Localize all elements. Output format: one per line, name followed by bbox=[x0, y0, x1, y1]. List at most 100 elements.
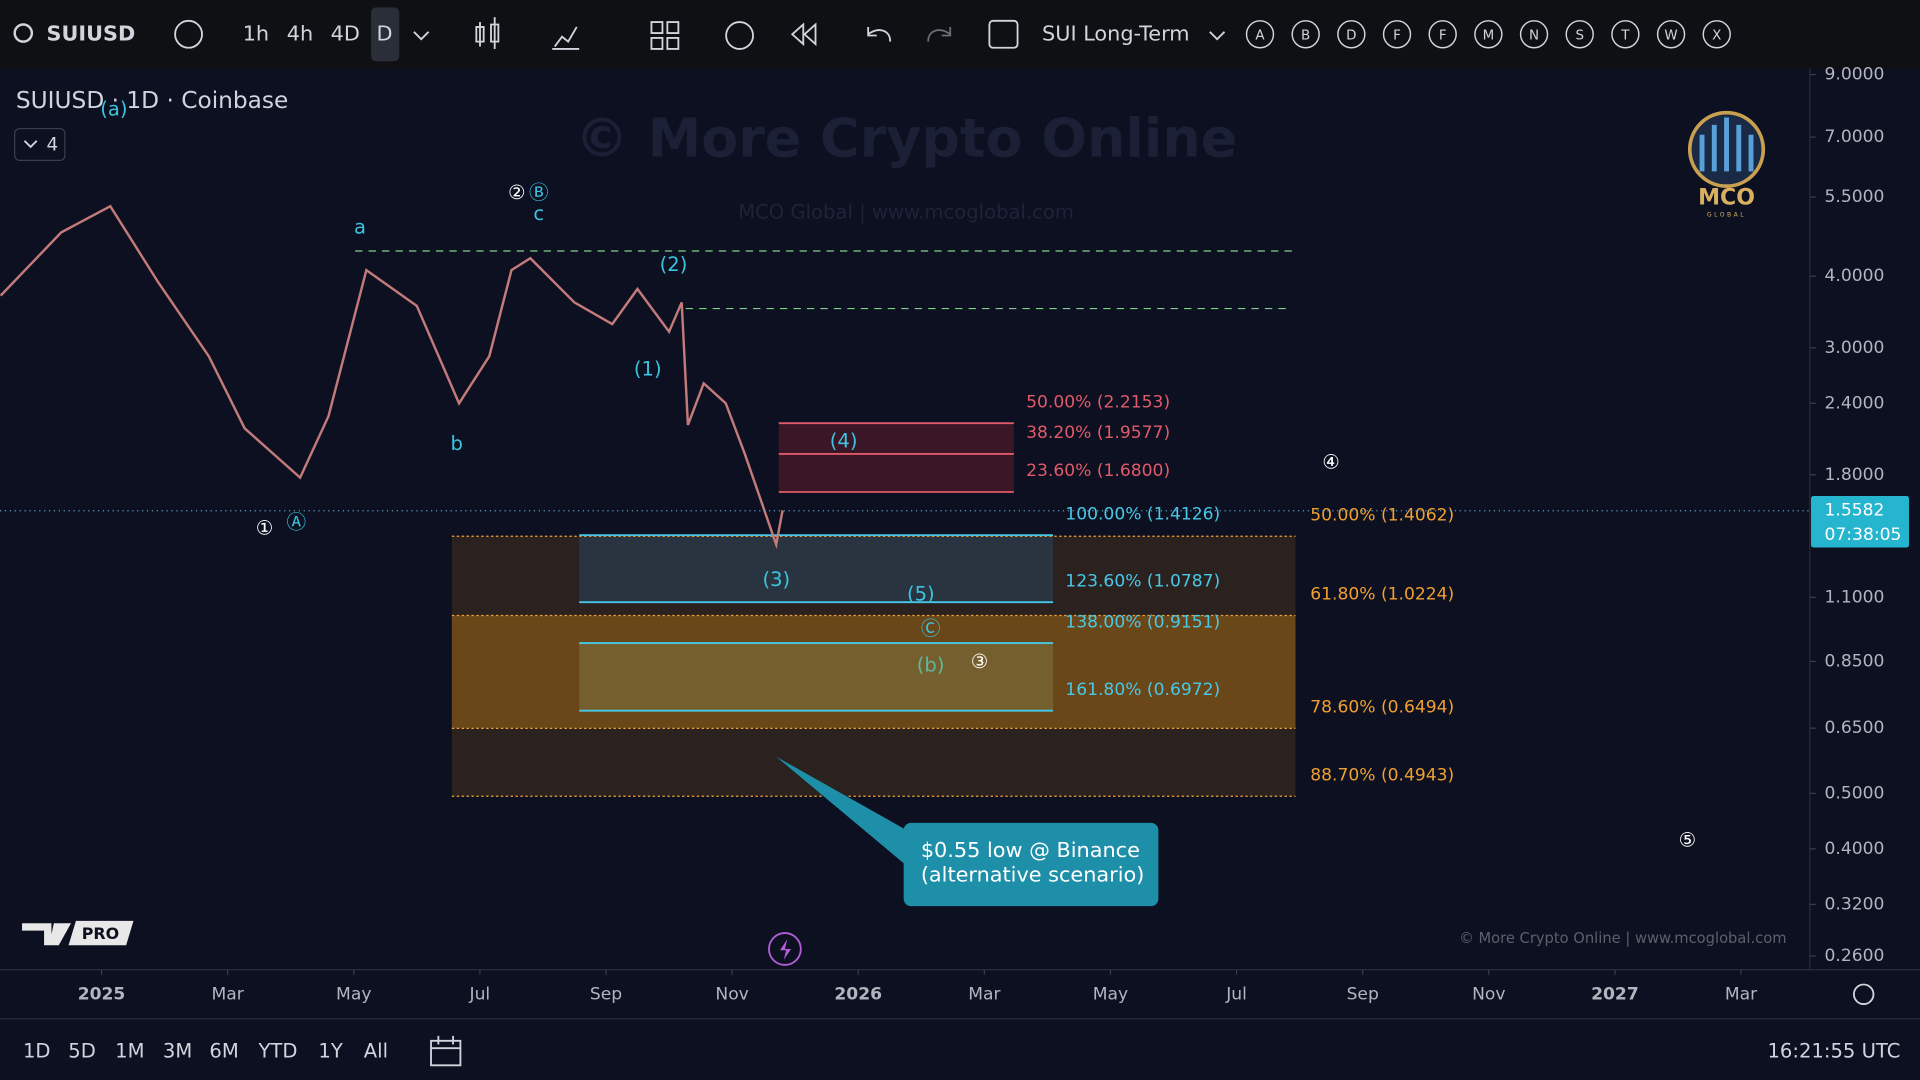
drawing-letter: M bbox=[1483, 29, 1495, 44]
range-button[interactable]: 1D bbox=[23, 1039, 51, 1062]
y-tick-label: 4.0000 bbox=[1824, 266, 1884, 286]
wave-label: a bbox=[354, 215, 366, 238]
callout-pointer bbox=[776, 756, 912, 870]
price-line bbox=[0, 204, 784, 550]
countdown: 07:38:05 bbox=[1824, 525, 1901, 545]
fib-label: 23.60% (1.6800) bbox=[1026, 461, 1170, 481]
credit: © More Crypto Online | www.mcoglobal.com bbox=[1459, 930, 1786, 947]
range-button[interactable]: All bbox=[364, 1039, 388, 1062]
interval[interactable]: D bbox=[376, 21, 392, 45]
y-tick-label: 7.0000 bbox=[1824, 127, 1884, 147]
price-tag-label: 1.5582 bbox=[1824, 501, 1884, 521]
range-button[interactable]: 5D bbox=[68, 1039, 96, 1062]
interval[interactable]: 4D bbox=[331, 21, 360, 45]
date-range[interactable] bbox=[430, 1035, 462, 1067]
x-tick-label: Jul bbox=[1225, 984, 1247, 1004]
x-tick-label: Mar bbox=[211, 984, 244, 1004]
collapse-icon bbox=[23, 140, 38, 149]
drawing-button[interactable] bbox=[1291, 20, 1320, 49]
indicators[interactable] bbox=[552, 26, 580, 50]
range-button[interactable]: YTD bbox=[257, 1039, 297, 1062]
clock: 16:21:55 UTC bbox=[1767, 1039, 1900, 1062]
fib-label: 61.80% (1.0224) bbox=[1310, 585, 1454, 605]
undo[interactable] bbox=[867, 26, 892, 42]
add-symbol[interactable] bbox=[174, 19, 203, 49]
interval[interactable]: 1h bbox=[243, 21, 269, 45]
drawing-button[interactable] bbox=[1656, 20, 1686, 49]
x-tick-label: 2026 bbox=[834, 984, 882, 1004]
settings[interactable] bbox=[1852, 983, 1875, 1005]
fib-label: 50.00% (1.4062) bbox=[1310, 505, 1454, 525]
layout-dropdown[interactable] bbox=[1209, 31, 1226, 41]
fib-label: 38.20% (1.9577) bbox=[1026, 423, 1170, 443]
drawing-button[interactable] bbox=[1702, 20, 1731, 49]
y-tick-label: 3.0000 bbox=[1824, 338, 1884, 358]
fib-label: 138.00% (0.9151) bbox=[1065, 612, 1220, 632]
wave-label: (a) bbox=[100, 98, 127, 121]
chart-type[interactable] bbox=[475, 17, 500, 49]
wave-label: Ⓑ bbox=[529, 181, 549, 204]
callout-text: $0.55 low @ Binance bbox=[921, 838, 1140, 862]
x-tick-label: Jul bbox=[469, 984, 491, 1004]
drawing-letter: S bbox=[1575, 29, 1584, 44]
interval-dropdown[interactable] bbox=[413, 31, 430, 41]
drawing-button[interactable] bbox=[1519, 20, 1549, 49]
event-icon bbox=[780, 939, 792, 960]
range-button[interactable]: 1Y bbox=[318, 1039, 342, 1062]
chart-title: SUIUSD · 1D · Coinbase bbox=[16, 87, 288, 114]
y-tick-label: 0.2600 bbox=[1824, 946, 1884, 966]
wave-label: (2) bbox=[660, 253, 688, 276]
drawing-button[interactable] bbox=[1474, 20, 1503, 49]
orange-zone bbox=[451, 615, 1296, 729]
drawing-letter: X bbox=[1712, 29, 1721, 44]
drawing-button[interactable] bbox=[1565, 20, 1594, 49]
drawing-button[interactable] bbox=[1245, 20, 1275, 49]
fib-label: 123.60% (1.0787) bbox=[1065, 571, 1220, 591]
collapsed-count: 4 bbox=[47, 135, 59, 156]
tv-logo bbox=[22, 923, 72, 946]
wave-label: (4) bbox=[830, 430, 858, 453]
drawing-button[interactable] bbox=[1428, 20, 1457, 49]
watermark-sub: MCO Global | www.mcoglobal.com bbox=[738, 201, 1074, 224]
search-icon[interactable] bbox=[13, 23, 34, 43]
event-marker[interactable] bbox=[768, 932, 802, 966]
drawing-letter: D bbox=[1346, 29, 1356, 44]
y-tick-label: 2.4000 bbox=[1824, 393, 1884, 413]
range-button[interactable]: 1M bbox=[115, 1039, 144, 1062]
drawing-letter: B bbox=[1301, 29, 1310, 44]
symbol[interactable]: SUIUSD bbox=[47, 21, 136, 45]
drawing-button[interactable] bbox=[1337, 20, 1366, 49]
y-tick-label: 5.5000 bbox=[1824, 187, 1884, 207]
redo[interactable] bbox=[927, 26, 952, 42]
fib-label: 78.60% (0.6494) bbox=[1310, 698, 1454, 718]
layout-checkbox[interactable] bbox=[988, 19, 1019, 49]
callout bbox=[903, 822, 1159, 907]
pro-text: PRO bbox=[82, 924, 119, 943]
x-tick-label: Sep bbox=[1347, 984, 1379, 1004]
drawing-letter: A bbox=[1255, 29, 1265, 44]
wave-label: (b) bbox=[917, 654, 945, 677]
alert[interactable] bbox=[725, 21, 754, 50]
y-tick-label: 0.4000 bbox=[1824, 839, 1884, 859]
wave-label: Ⓐ bbox=[287, 510, 307, 533]
layouts[interactable] bbox=[650, 21, 680, 50]
y-tick-label: 0.6500 bbox=[1824, 718, 1884, 738]
range-button[interactable]: 3M bbox=[163, 1039, 192, 1062]
drawing-letter: F bbox=[1439, 29, 1447, 44]
replay[interactable] bbox=[790, 22, 817, 47]
fib-label: 161.80% (0.6972) bbox=[1065, 680, 1220, 700]
drawing-button[interactable] bbox=[1611, 20, 1640, 49]
wave-label: b bbox=[451, 432, 463, 455]
y-tick-label: 1.8000 bbox=[1824, 465, 1884, 485]
wave-label: ② bbox=[508, 181, 526, 204]
drawing-button[interactable] bbox=[1382, 20, 1412, 49]
interval[interactable]: 4h bbox=[287, 21, 313, 45]
drawing-letter: N bbox=[1529, 29, 1539, 44]
active-interval-bg bbox=[371, 7, 400, 62]
drawing-letter: F bbox=[1393, 29, 1401, 44]
wave-label: ③ bbox=[971, 650, 989, 673]
layout-name[interactable]: SUI Long-Term bbox=[1042, 21, 1190, 45]
range-button[interactable]: 6M bbox=[209, 1039, 238, 1062]
collapse-button[interactable] bbox=[14, 127, 66, 162]
